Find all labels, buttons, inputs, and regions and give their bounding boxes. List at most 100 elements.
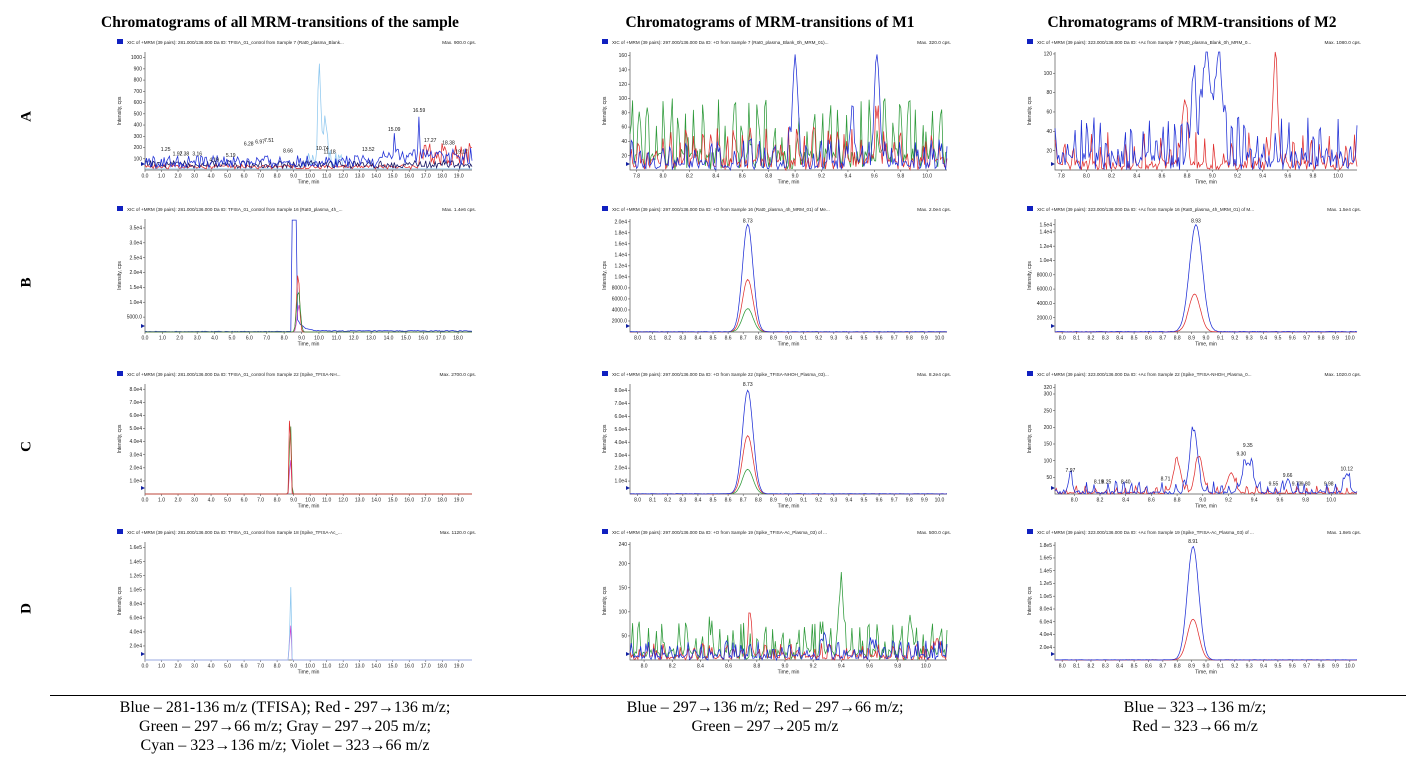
x-tick-label: 8.7 [740,498,747,504]
x-tick-label: 1.0 [158,664,165,670]
y-tick-label: 4.0e4 [129,439,142,445]
x-tick-label: 9.9 [1332,664,1339,670]
y-tick-label: 1.0e5 [129,587,142,593]
x-tick-label: 9.9 [921,498,928,504]
x-tick-label: 8.3 [679,498,686,504]
x-tick-label: 8.4 [712,174,719,180]
x-tick-label: 8.0 [641,664,648,670]
y-tick-label: 50 [1046,475,1052,481]
peak-label: 8.91 [1188,539,1198,545]
x-tick-label: 8.3 [679,336,686,342]
y-tick-label: 5000.0 [127,315,143,321]
baseline-marker-icon [141,652,145,656]
x-tick-label: 9.4 [1251,498,1258,504]
x-tick-label: 8.0 [1059,664,1066,670]
caption-line: Blue – 281-136 m/z (TFISA); Red - 297→13… [119,699,451,716]
x-tick-label: 9.8 [1309,174,1316,180]
y-tick-label: 1.5e4 [1039,222,1052,228]
x-tick-label: 8.9 [1188,664,1195,670]
x-tick-label: 8.6 [725,498,732,504]
y-tick-label: 2.0e4 [614,466,627,472]
y-axis-label: Intensity, cps [117,424,123,453]
y-tick-label: 6.0e4 [129,413,142,419]
axes [144,219,472,333]
chart-header: XIC of +MRM (39 pairs): 323.000/136.000 … [1037,40,1251,45]
y-tick-label: 1.0e5 [1039,594,1052,600]
header-marker-icon [1027,529,1033,534]
x-tick-label: 13.0 [366,336,376,342]
blue-trace [1054,545,1358,661]
y-tick-label: 1.0e4 [614,274,627,280]
y-tick-label: 1.0e4 [129,479,142,485]
blue-trace [629,223,948,333]
x-tick-label: 6.0 [246,336,253,342]
blue-trace [629,54,948,171]
y-axis-label: Intensity, cps [602,96,608,125]
chart-header: XIC of +MRM (39 pairs): 297.000/136.000 … [612,372,829,377]
y-tick-label: 3.0e4 [129,240,142,246]
axes [144,542,472,661]
x-tick-label: 9.4 [1260,664,1267,670]
y-axis-label: Intensity, cps [602,261,608,290]
x-tick-label: 3.0 [191,664,198,670]
x-tick-label: 8.3 [1102,336,1109,342]
x-tick-label: 12.0 [338,174,348,180]
y-tick-label: 2.0e4 [1039,645,1052,651]
y-axis-label: Intensity, cps [602,424,608,453]
cyan-trace [145,587,472,661]
y-tick-label: 320 [1044,385,1053,391]
column-title-m2: Chromatograms of MRM-transitions of M2 [1047,14,1337,31]
x-tick-label: 8.2 [1108,174,1115,180]
y-tick-label: 8.0e4 [1039,607,1052,613]
x-tick-label: 19.0 [454,174,464,180]
chromatogram-panel-a1: XIC of +MRM (39 pairs): 281.000/136.000 … [95,38,480,188]
x-tick-label: 17.0 [421,664,431,670]
violet-trace [145,625,472,661]
x-tick-label: 9.2 [810,664,817,670]
chart-header: XIC of +MRM (39 pairs): 297.000/136.000 … [612,207,830,212]
peak-label: 8.71 [1161,476,1171,482]
axes [629,52,947,171]
y-axis-label: Intensity, cps [602,586,608,615]
caption-line: Blue – 323→136 m/z; [1123,699,1267,716]
x-tick-label: 9.6 [1289,336,1296,342]
x-axis-label: Time, min [1195,342,1217,348]
x-tick-label: 9.2 [1231,336,1238,342]
x-tick-label: 7.0 [263,336,270,342]
chromatogram-svg: XIC of +MRM (39 pairs): 281.000/136.000 … [117,39,476,186]
x-tick-label: 8.6 [1158,174,1165,180]
axes [1054,219,1357,333]
baseline-marker-icon [626,652,630,656]
chart-max: Max. 1.5e4 cps. [1327,207,1361,213]
x-tick-label: 14.0 [371,498,381,504]
chart-max: Max. 900.0 cps. [442,40,476,46]
x-tick-label: 10.0 [935,336,945,342]
x-tick-label: 19.0 [454,664,464,670]
x-tick-label: 13.0 [355,498,365,504]
y-tick-label: 2000.0 [612,319,628,325]
x-tick-label: 9.5 [1274,664,1281,670]
y-tick-label: 300 [1044,392,1053,398]
chart-max: Max. 500.0 cps. [917,530,951,536]
caption-line: Green – 297→205 m/z [691,718,839,735]
x-tick-label: 9.8 [1318,664,1325,670]
y-tick-label: 4000.0 [612,308,628,314]
chromatogram-svg: XIC of +MRM (39 pairs): 297.000/136.000 … [602,39,951,186]
x-tick-label: 10.0 [305,664,315,670]
x-tick-label: 9.0 [1209,174,1216,180]
x-tick-label: 8.0 [274,498,281,504]
peak-label: 10.12 [1340,466,1353,472]
x-tick-label: 6.0 [241,664,248,670]
x-tick-label: 9.0 [1203,336,1210,342]
x-tick-label: 16.0 [404,174,414,180]
x-tick-label: 9.9 [921,336,928,342]
y-axis-label: Intensity, cps [117,586,123,615]
x-tick-label: 9.0 [785,336,792,342]
x-tick-label: 8.8 [765,174,772,180]
peak-label: 4.19 [209,157,219,163]
x-tick-label: 10.0 [935,498,945,504]
header-marker-icon [602,206,608,211]
chromatogram-svg: XIC of +MRM (39 pairs): 281.000/136.000 … [117,529,476,676]
x-tick-label: 11.0 [322,498,332,504]
x-tick-label: 4.0 [208,174,215,180]
